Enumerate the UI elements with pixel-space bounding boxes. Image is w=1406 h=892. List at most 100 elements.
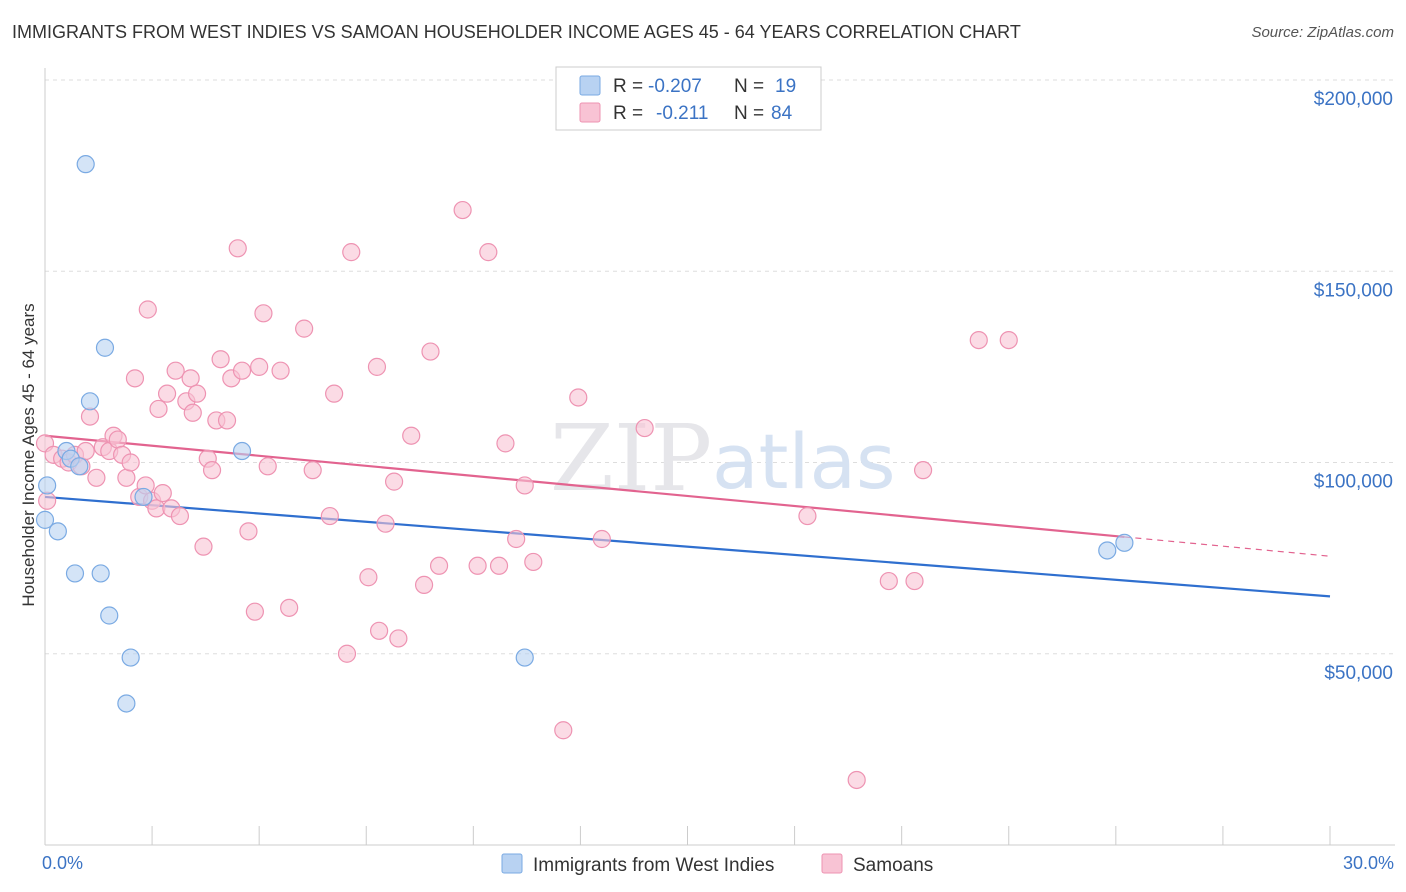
point-blue-1 — [38, 476, 57, 495]
series-legend: Immigrants from West Indies Samoans — [501, 853, 933, 876]
point-pink-46 — [258, 457, 277, 476]
point-pink-24 — [153, 484, 172, 503]
trend-line-pink — [44, 434, 1125, 539]
legend-n-label-2: N = — [734, 103, 764, 124]
point-pink-61 — [402, 426, 421, 445]
legend-swatch-pink — [579, 102, 601, 123]
point-pink-62 — [414, 575, 434, 595]
point-pink-71 — [515, 476, 534, 495]
legend-r-value-1: -0.207 — [648, 76, 702, 97]
legend-n-value-2: 84 — [771, 103, 793, 124]
point-blue-2 — [48, 522, 67, 541]
legend-swatch-blue — [579, 75, 601, 96]
point-pink-20 — [138, 300, 157, 319]
point-pink-1 — [38, 491, 57, 510]
point-pink-13 — [108, 430, 127, 449]
point-pink-77 — [798, 506, 817, 526]
point-pink-45 — [254, 304, 273, 323]
point-blue-14 — [134, 487, 153, 507]
point-pink-79 — [879, 571, 898, 591]
point-pink-35 — [202, 461, 222, 480]
point-pink-33 — [194, 537, 213, 556]
point-pink-43 — [245, 602, 264, 621]
point-blue-18 — [1115, 533, 1134, 552]
point-pink-52 — [325, 384, 344, 403]
point-pink-76 — [635, 418, 654, 438]
point-pink-42 — [239, 522, 258, 541]
point-blue-9 — [91, 564, 110, 583]
y-tick-label-0: $200,000 — [1314, 89, 1393, 110]
point-pink-81 — [913, 461, 933, 480]
point-pink-50 — [303, 461, 322, 480]
legend-r-value-2: -0.211 — [656, 103, 708, 124]
chart-source: Source: ZipAtlas.com — [1251, 24, 1394, 41]
point-blue-8 — [80, 392, 100, 411]
y-axis-label: Householder Income Ages 45 - 64 years — [19, 303, 38, 606]
point-pink-53 — [337, 644, 357, 663]
y-tick-label-3: $50,000 — [1324, 663, 1393, 684]
point-pink-25 — [157, 384, 177, 403]
point-pink-8 — [80, 407, 100, 426]
point-pink-75 — [592, 529, 611, 549]
point-pink-27 — [166, 361, 185, 380]
point-pink-49 — [295, 319, 314, 338]
watermark-atlas: atlas — [712, 417, 896, 506]
point-blue-12 — [117, 694, 136, 713]
point-pink-41 — [232, 361, 252, 380]
y-tick-label-2: $100,000 — [1314, 472, 1393, 493]
point-pink-60 — [389, 629, 408, 648]
point-pink-7 — [76, 441, 95, 461]
legend-n-label-1: N = — [734, 76, 764, 97]
point-pink-9 — [87, 468, 106, 487]
axis-layer: $200,000 $150,000 $100,000 $50,000 0.0% 30.0% — [42, 68, 1395, 873]
point-pink-30 — [181, 369, 200, 388]
point-pink-23 — [149, 399, 168, 419]
point-pink-68 — [489, 556, 509, 575]
series-legend-label-blue: Immigrants from West Indies — [533, 855, 774, 876]
point-pink-59 — [384, 472, 404, 491]
point-pink-78 — [847, 770, 866, 790]
point-pink-48 — [280, 598, 299, 617]
point-pink-17 — [125, 369, 145, 388]
point-blue-15 — [232, 441, 252, 461]
point-pink-73 — [554, 721, 573, 740]
point-blue-6 — [70, 457, 89, 476]
series-legend-swatch-blue — [501, 853, 523, 874]
point-pink-38 — [217, 411, 237, 430]
point-pink-55 — [359, 568, 378, 587]
watermark: ZIP atlas — [550, 405, 896, 512]
points-layer — [35, 155, 1134, 790]
point-pink-15 — [117, 468, 136, 487]
trend-line-extension-pink — [1124, 536, 1331, 557]
series-legend-label-pink: Samoans — [853, 855, 933, 876]
point-pink-58 — [376, 514, 395, 533]
point-pink-47 — [271, 361, 290, 380]
correlation-legend: R = -0.207 N = 19 R = -0.211 N = 84 — [555, 66, 822, 131]
x-tick-label-min: 0.0% — [42, 853, 83, 873]
point-blue-10 — [95, 338, 115, 357]
legend-n-value-1: 19 — [775, 76, 796, 97]
point-pink-66 — [468, 556, 487, 575]
y-tick-label-1: $150,000 — [1314, 280, 1393, 301]
point-blue-11 — [100, 606, 119, 625]
point-pink-74 — [569, 388, 588, 407]
point-pink-80 — [905, 571, 924, 591]
point-pink-65 — [453, 200, 472, 220]
point-blue-16 — [515, 648, 534, 667]
point-pink-82 — [969, 331, 988, 350]
point-pink-57 — [370, 621, 389, 640]
point-pink-32 — [187, 384, 207, 403]
point-blue-17 — [1098, 541, 1117, 560]
point-pink-51 — [320, 506, 339, 526]
watermark-zip: ZIP — [550, 405, 712, 512]
legend-r-label-2: R = — [613, 103, 643, 124]
point-pink-72 — [524, 552, 543, 572]
point-pink-64 — [429, 556, 449, 575]
series-legend-swatch-pink — [821, 853, 843, 874]
point-pink-40 — [228, 239, 247, 258]
point-pink-69 — [496, 434, 515, 453]
trend-line-blue — [44, 495, 1331, 598]
chart-title: IMMIGRANTS FROM WEST INDIES VS SAMOAN HO… — [12, 22, 1021, 42]
point-blue-0 — [35, 510, 55, 529]
